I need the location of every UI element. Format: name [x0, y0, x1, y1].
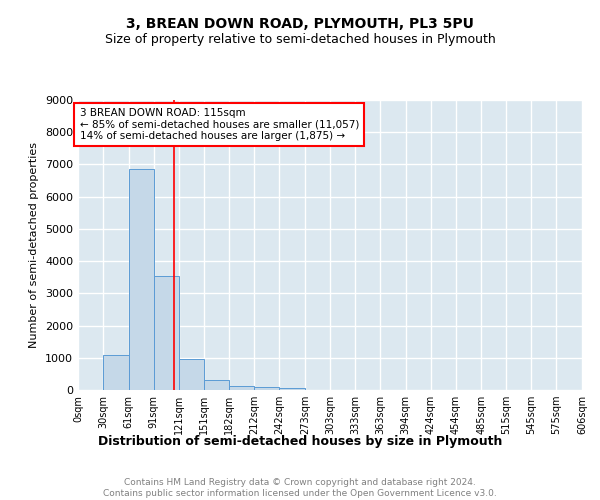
Bar [254, 388, 279, 390]
Text: Distribution of semi-detached houses by size in Plymouth: Distribution of semi-detached houses by … [98, 435, 502, 448]
Y-axis label: Number of semi-detached properties: Number of semi-detached properties [29, 142, 40, 348]
Bar [279, 388, 305, 390]
Bar [179, 360, 203, 390]
Text: 3 BREAN DOWN ROAD: 115sqm
← 85% of semi-detached houses are smaller (11,057)
14%: 3 BREAN DOWN ROAD: 115sqm ← 85% of semi-… [80, 108, 359, 142]
Text: 3, BREAN DOWN ROAD, PLYMOUTH, PL3 5PU: 3, BREAN DOWN ROAD, PLYMOUTH, PL3 5PU [126, 18, 474, 32]
Text: Contains HM Land Registry data © Crown copyright and database right 2024.
Contai: Contains HM Land Registry data © Crown c… [103, 478, 497, 498]
Bar [103, 354, 129, 390]
Bar [129, 170, 154, 390]
Bar [229, 386, 254, 390]
Text: Size of property relative to semi-detached houses in Plymouth: Size of property relative to semi-detach… [104, 32, 496, 46]
Bar [203, 380, 229, 390]
Bar [154, 276, 179, 390]
